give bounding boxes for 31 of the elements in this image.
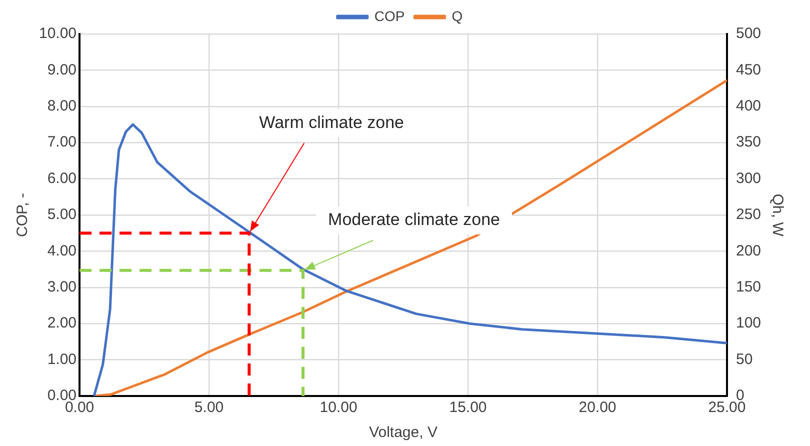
y2-tick-label: 500 <box>736 25 762 42</box>
y-tick-label: 1.00 <box>47 350 77 368</box>
y-tick-label: 9.00 <box>47 61 77 78</box>
y-tick-label: 6.00 <box>47 170 77 187</box>
y-tick-label: 2.00 <box>47 314 77 332</box>
y-tick-label: 5.00 <box>47 206 77 224</box>
y-tick-label: 4.00 <box>47 242 77 260</box>
legend-label: Q <box>452 8 463 24</box>
y-tick-label: 3.00 <box>47 278 77 296</box>
x-tick-label: 10.00 <box>320 399 358 416</box>
y-tick-label: 7.00 <box>47 134 77 151</box>
y2-tick-label: 350 <box>736 134 762 151</box>
y2-tick-label: 400 <box>736 98 762 115</box>
y2-tick-label: 300 <box>736 170 762 187</box>
y2-tick-label: 150 <box>736 278 762 296</box>
y-tick-label: 10.00 <box>38 25 77 42</box>
x-tick-label: 5.00 <box>194 399 224 416</box>
y2-axis-title: Qh, W <box>768 194 786 238</box>
y-axis-title: COP, - <box>14 193 32 237</box>
legend-label: COP <box>374 8 405 24</box>
y2-tick-label: 250 <box>736 206 762 224</box>
x-axis-title: Voltage, V <box>369 424 438 442</box>
x-tick-label: 20.00 <box>578 399 616 416</box>
annotation: Moderate climate zone <box>328 210 500 230</box>
y2-tick-label: 450 <box>736 61 762 78</box>
y2-tick-label: 100 <box>736 314 762 332</box>
y2-tick-label: 50 <box>736 350 753 368</box>
y-tick-label: 8.00 <box>47 98 77 115</box>
x-tick-label: 15.00 <box>449 399 487 416</box>
y2-tick-label: 200 <box>736 242 762 260</box>
annotation: Warm climate zone <box>259 112 404 132</box>
